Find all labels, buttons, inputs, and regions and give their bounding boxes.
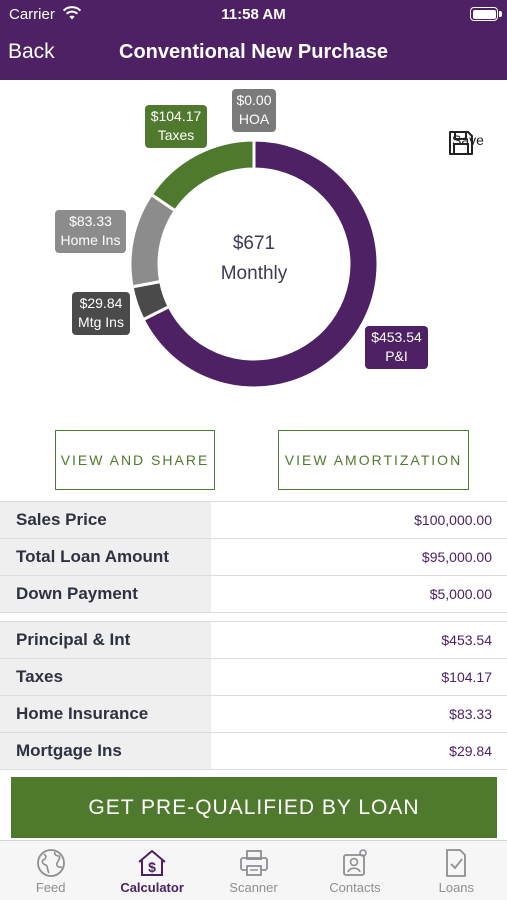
svg-text:$: $ bbox=[148, 859, 156, 875]
globe-icon bbox=[36, 849, 65, 877]
table-row: Down Payment $5,000.00 bbox=[0, 576, 507, 613]
callout-hoa-value: $0.00 bbox=[236, 92, 272, 108]
row-label: Mortgage Ins bbox=[0, 733, 211, 769]
row-label: Taxes bbox=[0, 659, 211, 695]
callout-home-ins-label: Home Ins bbox=[60, 232, 121, 248]
callout-taxes: $104.17 Taxes bbox=[145, 105, 207, 148]
row-label: Total Loan Amount bbox=[0, 539, 211, 575]
table-row: Principal & Int $453.54 bbox=[0, 622, 507, 659]
donut-slice-p-i bbox=[141, 138, 380, 390]
carrier-label: Carrier bbox=[9, 6, 55, 23]
callout-mtg-ins: $29.84 Mtg Ins bbox=[72, 292, 130, 335]
row-value: $29.84 bbox=[449, 743, 492, 759]
callout-mtg-ins-value: $29.84 bbox=[79, 295, 123, 311]
nav-bar: Back Conventional New Purchase bbox=[0, 30, 507, 80]
page-title: Conventional New Purchase bbox=[119, 41, 388, 63]
row-value: $100,000.00 bbox=[414, 512, 492, 528]
row-value: $95,000.00 bbox=[421, 549, 492, 565]
wifi-icon bbox=[62, 6, 82, 20]
row-value: $104.17 bbox=[441, 669, 492, 685]
callout-home-ins-value: $83.33 bbox=[69, 213, 112, 229]
tab-bar: Feed $ Calculator Scanner Contacts bbox=[0, 840, 507, 900]
tab-loans[interactable]: Loans bbox=[406, 841, 507, 900]
callout-hoa: $0.00 HOA bbox=[232, 89, 276, 132]
document-check-icon bbox=[446, 849, 467, 877]
save-button[interactable]: Save bbox=[448, 130, 488, 155]
donut-slice-taxes bbox=[149, 138, 256, 213]
view-and-share-button[interactable]: VIEW AND SHARE bbox=[55, 430, 215, 490]
donut-svg bbox=[128, 138, 380, 390]
tab-calculator[interactable]: $ Calculator bbox=[101, 841, 202, 900]
battery-icon bbox=[470, 7, 502, 21]
table-row: Total Loan Amount $95,000.00 bbox=[0, 539, 507, 576]
monthly-total: $671 bbox=[232, 233, 276, 254]
house-dollar-icon: $ bbox=[138, 850, 166, 876]
donut-slice-home-ins bbox=[128, 192, 178, 289]
callout-hoa-label: HOA bbox=[238, 111, 270, 127]
payment-breakdown-table: Principal & Int $453.54 Taxes $104.17 Ho… bbox=[0, 621, 507, 770]
tab-feed[interactable]: Feed bbox=[0, 841, 101, 900]
callout-pi: $453.54 P&I bbox=[365, 326, 428, 369]
monthly-label: Monthly bbox=[220, 263, 288, 284]
table-row: Home Insurance $83.33 bbox=[0, 696, 507, 733]
view-amortization-button[interactable]: VIEW AMORTIZATION bbox=[278, 430, 469, 490]
tab-feed-label: Feed bbox=[35, 880, 66, 895]
tab-scanner[interactable]: Scanner bbox=[203, 841, 304, 900]
row-value: $83.33 bbox=[449, 706, 492, 722]
row-value: $453.54 bbox=[441, 632, 492, 648]
callout-taxes-label: Taxes bbox=[157, 127, 195, 143]
loan-details-table: Sales Price $100,000.00 Total Loan Amoun… bbox=[0, 501, 507, 613]
tab-loans-label: Loans bbox=[438, 880, 475, 895]
table-row: Mortgage Ins $29.84 bbox=[0, 733, 507, 770]
tab-calculator-label: Calculator bbox=[120, 880, 184, 895]
table-row: Sales Price $100,000.00 bbox=[0, 502, 507, 539]
get-prequalified-button[interactable]: GET PRE-QUALIFIED BY LOAN bbox=[11, 777, 497, 838]
floppy-disk-icon bbox=[449, 131, 473, 155]
row-label: Sales Price bbox=[0, 502, 211, 538]
callout-mtg-ins-label: Mtg Ins bbox=[78, 314, 124, 330]
contacts-icon bbox=[343, 849, 367, 876]
callout-home-ins: $83.33 Home Ins bbox=[55, 210, 126, 253]
row-value: $5,000.00 bbox=[429, 586, 492, 602]
tab-contacts[interactable]: Contacts bbox=[304, 841, 405, 900]
tab-contacts-label: Contacts bbox=[329, 880, 381, 895]
row-label: Down Payment bbox=[0, 576, 211, 612]
table-row: Taxes $104.17 bbox=[0, 659, 507, 696]
tab-scanner-label: Scanner bbox=[229, 880, 278, 895]
row-label: Home Insurance bbox=[0, 696, 211, 732]
row-label: Principal & Int bbox=[0, 622, 211, 658]
callout-pi-label: P&I bbox=[385, 348, 408, 364]
clock: 11:58 AM bbox=[221, 6, 286, 23]
back-button[interactable]: Back bbox=[8, 40, 55, 63]
callout-taxes-value: $104.17 bbox=[150, 108, 202, 124]
callout-pi-value: $453.54 bbox=[371, 329, 422, 345]
payment-donut-chart: $671 Monthly $0.00 HOA $104.17 Taxes $83… bbox=[0, 80, 507, 420]
printer-icon bbox=[239, 850, 268, 876]
status-bar: Carrier 11:58 AM bbox=[0, 0, 507, 30]
